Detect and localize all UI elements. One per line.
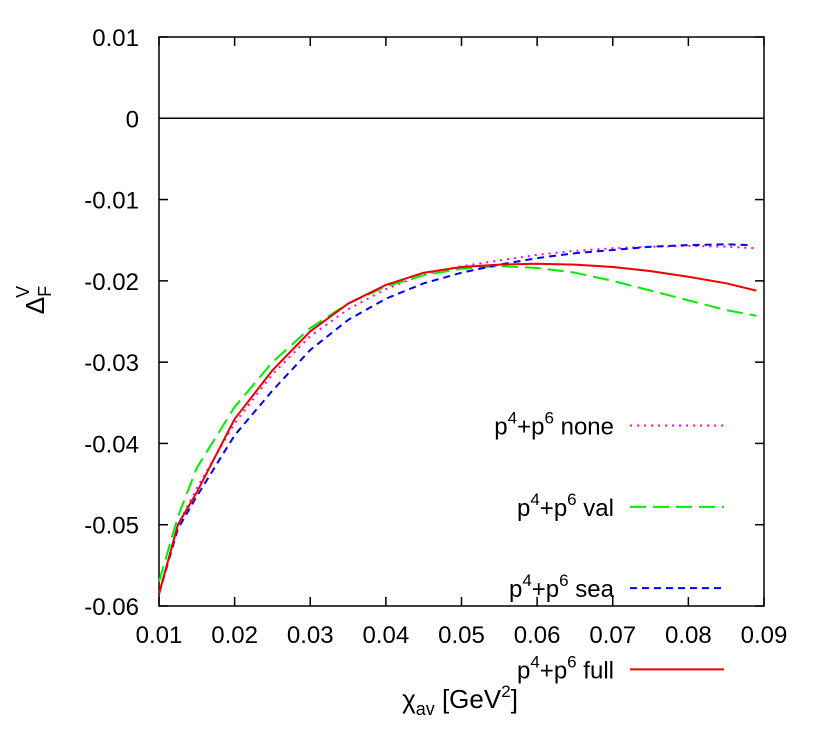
y-tick-label: -0.04 (84, 431, 139, 458)
series-group (158, 243, 757, 595)
plot-area (158, 36, 765, 607)
y-tick-label: -0.03 (84, 350, 139, 377)
legend-label-0: p4+p6 none (494, 409, 614, 441)
series-line-0 (158, 244, 757, 595)
x-tick-label: 0.01 (136, 622, 183, 649)
x-tick-label: 0.03 (287, 622, 334, 649)
x-axis-label: χav [GeV2] (402, 682, 518, 719)
x-tick-label: 0.08 (665, 622, 712, 649)
legend-label-3: p4+p6 full (517, 652, 614, 684)
series-line-3 (158, 262, 757, 595)
series-line-1 (158, 265, 757, 582)
y-tick-label: -0.01 (84, 188, 139, 215)
y-axis-label: ΔFV (13, 286, 55, 314)
x-tick-label: 0.06 (514, 622, 561, 649)
legend: p4+p6 none p4+p6 val p4+p6 sea p4+p6 full (494, 409, 724, 684)
series-line-2 (158, 243, 749, 595)
x-tick-label: 0.02 (211, 622, 258, 649)
legend-label-2: p4+p6 sea (509, 571, 615, 603)
plot-frame (158, 36, 765, 607)
legend-label-1: p4+p6 val (517, 490, 614, 522)
x-tick-label: 0.05 (438, 622, 485, 649)
y-tick-label: -0.02 (84, 269, 139, 296)
y-tick-label: -0.05 (84, 513, 139, 540)
x-tick-label: 0.09 (741, 622, 788, 649)
x-tick-label: 0.07 (589, 622, 636, 649)
y-axis-ticks: 0.01 0 -0.01 -0.02 -0.03 -0.04 -0.05 -0.06 (84, 25, 764, 621)
y-tick-label: 0.01 (92, 25, 139, 52)
x-tick-label: 0.04 (363, 622, 410, 649)
x-axis-ticks: 0.01 0.02 0.03 0.04 0.05 0.06 0.07 0.08 0.09 (136, 37, 788, 649)
y-tick-label: 0 (126, 106, 139, 133)
y-tick-label: -0.06 (84, 594, 139, 621)
